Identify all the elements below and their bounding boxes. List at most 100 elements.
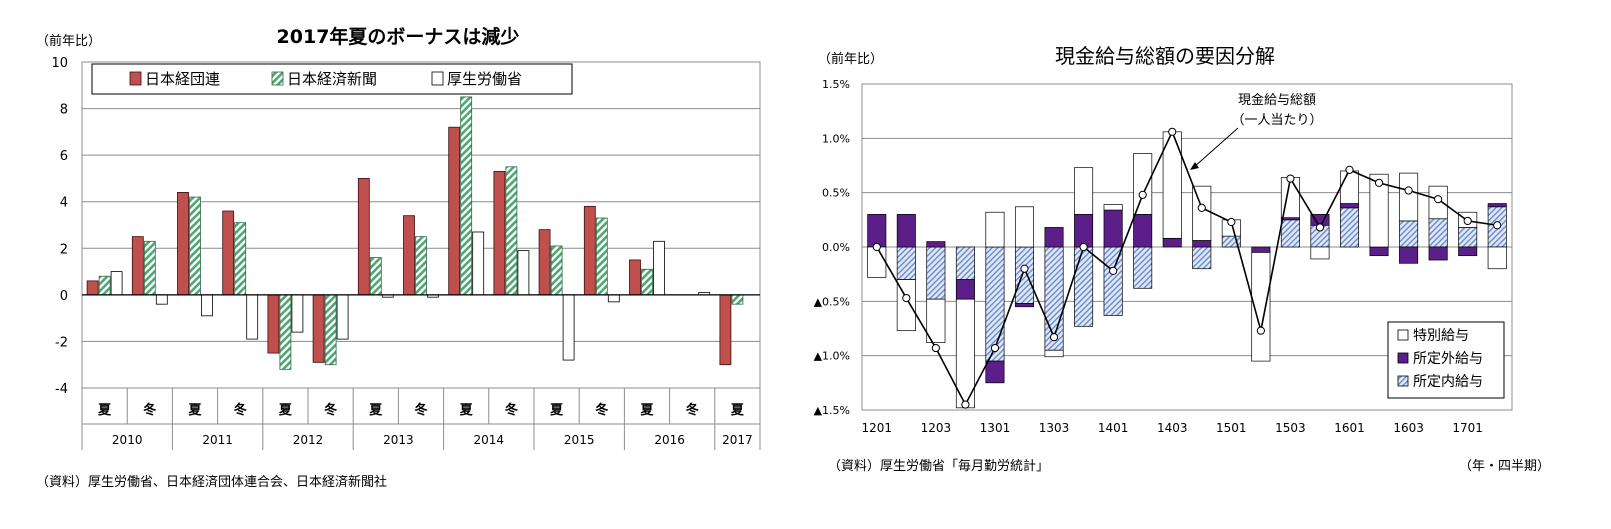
chart2-bar-segment xyxy=(896,214,916,248)
chart2-bar-segment xyxy=(985,211,1005,248)
chart2-ytick-label: 0.5% xyxy=(822,187,850,200)
chart1-year-label: 2013 xyxy=(383,433,414,447)
chart2-legend-swatch xyxy=(1397,329,1409,341)
chart2-total-point xyxy=(1493,221,1502,230)
chart2-bar-segment xyxy=(955,298,975,409)
chart1-bar xyxy=(189,196,201,296)
chart2-total-point xyxy=(1256,326,1265,335)
chart2-total-point xyxy=(902,293,911,303)
chart2-total-point xyxy=(1286,174,1295,183)
chart2-annotation-arrow xyxy=(1193,127,1239,168)
chart1-bar xyxy=(595,217,608,296)
chart2-bar-segment xyxy=(1399,172,1419,222)
chart1-bar xyxy=(517,250,530,296)
chart1-bar xyxy=(607,294,620,303)
chart2-bar-segment xyxy=(867,246,887,278)
chart2-ytick-label: 1.0% xyxy=(822,132,850,145)
chart1-legend: 日本経団連 日本経済新聞 厚生労働省 xyxy=(91,63,573,95)
chart2-bar-segment xyxy=(1310,246,1330,260)
chart1-xtick-label: 夏 xyxy=(187,403,202,418)
chart2-bar-segment xyxy=(1133,214,1153,248)
chart2-total-point xyxy=(1374,178,1384,187)
chart1-xtick-label: 夏 xyxy=(639,403,654,418)
chart2-ytick-label: ▲1.5% xyxy=(814,404,850,417)
chart2-legend-swatch xyxy=(1397,352,1409,364)
chart1-bar xyxy=(177,191,189,296)
chart2-source: （資料）厚生労働省「毎月勤労統計」 xyxy=(828,458,1049,474)
chart1-bar xyxy=(234,222,247,296)
chart1-bar xyxy=(155,294,168,305)
chart2-bar-segment xyxy=(1428,218,1448,248)
chart2-bar-segment xyxy=(1014,246,1035,304)
chart2-bar-segment xyxy=(1221,235,1241,248)
chart2-bar-segment xyxy=(1487,206,1507,248)
chart1-bar xyxy=(246,294,259,340)
chart1-xtick-label: 冬 xyxy=(686,402,699,418)
chart2-total-point xyxy=(1020,264,1029,273)
chart1-bar xyxy=(267,294,280,354)
chart1-bar xyxy=(403,215,415,296)
chart1-bar xyxy=(493,171,506,296)
chart2-xtick-label: 1601 xyxy=(1334,421,1365,435)
chart2-xtick-label: 1303 xyxy=(1039,421,1070,435)
chart2-bar-segment xyxy=(1014,303,1035,308)
chart2-xtick-label: 1401 xyxy=(1098,421,1129,435)
chart2-xtick-label: 1301 xyxy=(980,421,1011,435)
chart1-legend-label: 日本経済新聞 xyxy=(287,70,377,88)
chart2-bar-segment xyxy=(1310,224,1330,248)
chart1-title: 2017年夏のボーナスは減少 xyxy=(277,25,520,48)
chart1-xtick-label: 夏 xyxy=(730,403,745,418)
chart2-annotation-line1: 現金給与総額 xyxy=(1238,92,1316,108)
chart2-bar-segment xyxy=(926,246,946,300)
chart2-annotation-arrowhead xyxy=(1190,162,1199,170)
chart2-legend-box xyxy=(1387,321,1505,399)
chart2-bar-segment xyxy=(1103,246,1123,316)
chart2-total-point xyxy=(1404,186,1413,195)
chart2-xtick-label: 1503 xyxy=(1275,421,1306,435)
chart2-xtick-label: 1701 xyxy=(1452,421,1483,435)
chart2-bar-segment xyxy=(1428,185,1448,220)
chart2-bar-segment xyxy=(1133,153,1153,215)
chart1-xtick-label: 冬 xyxy=(324,402,337,418)
chart1-legend-swatch xyxy=(271,71,284,86)
chart2-bar-segment xyxy=(1369,173,1389,248)
chart2-total-point xyxy=(1227,217,1236,227)
chart2-bar-segment xyxy=(1192,246,1212,270)
chart2-bar-segment xyxy=(1487,203,1507,208)
chart2-total-point xyxy=(1138,190,1147,199)
chart2-ylabel: （前年比） xyxy=(818,51,883,67)
chart1-xtick-label: 冬 xyxy=(414,402,427,418)
chart1-bar xyxy=(98,275,111,296)
chart2-ytick-label: 0.0% xyxy=(822,241,850,254)
chart2-bar-segment xyxy=(1221,219,1241,237)
chart2-bar-segment xyxy=(896,246,916,280)
chart1-ytick-label: 8 xyxy=(60,103,68,118)
chart1-bar xyxy=(201,294,213,317)
chart2-bar-segment xyxy=(1280,177,1300,219)
chart2-bar-segment xyxy=(1192,185,1212,241)
chart2-total-line xyxy=(876,129,1498,407)
chart1-ytick-label: 4 xyxy=(60,196,68,211)
chart1-bar xyxy=(336,294,349,340)
chart1-bar xyxy=(312,294,325,363)
chart1-ytick-label: -4 xyxy=(55,382,68,397)
chart2-xlabel: （年・四半期） xyxy=(1459,459,1550,474)
chart1-legend-swatch xyxy=(431,71,444,86)
bonus-bar-chart: 2017年夏のボーナスは減少 （前年比） -4 -2 0 2 4 6 8 10 夏 冬 夏 冬 夏 冬 夏 冬… xyxy=(36,25,761,490)
chart1-bar xyxy=(369,257,382,296)
chart2-total-point xyxy=(931,343,940,353)
chart2-bar-segment xyxy=(1251,246,1271,253)
chart1-bar xyxy=(472,231,485,296)
chart2-xtick-label: 1403 xyxy=(1157,421,1188,435)
chart1-bar xyxy=(291,294,304,333)
chart2-bar-segment xyxy=(1428,246,1448,261)
chart2-bar-segment xyxy=(1162,131,1182,239)
chart1-bar xyxy=(110,271,123,296)
chart2-bar-segment xyxy=(896,279,916,332)
chart2-legend-label: 所定外給与 xyxy=(1413,351,1483,367)
chart2-bar-segment xyxy=(1339,207,1360,248)
chart2-bar-segment xyxy=(1487,246,1507,270)
chart2-xtick-label: 1501 xyxy=(1216,421,1247,435)
chart2-title: 現金給与総額の要因分解 xyxy=(1055,44,1275,68)
chart2-bar-segment xyxy=(955,279,975,300)
